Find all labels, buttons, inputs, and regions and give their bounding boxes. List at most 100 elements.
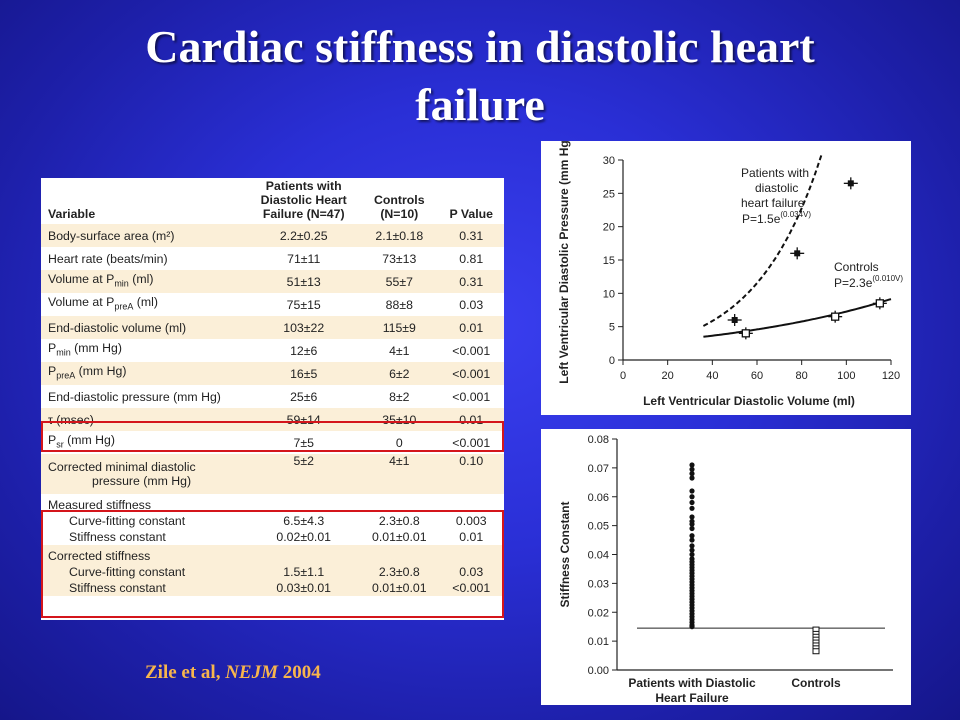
slide-title-line1: Cardiac stiffness in diastolic heart [145, 21, 815, 72]
table-cell-controls: 2.1±0.18 [360, 224, 439, 247]
data-point-patients [731, 317, 738, 323]
header-controls: Controls (N=10) [374, 193, 425, 221]
slide-title: Cardiac stiffness in diastolic heart fai… [0, 18, 960, 134]
data-point-controls [831, 312, 840, 321]
equation-exponent: (0.034V) [780, 210, 811, 219]
table-row: Curve-fitting constant 6.5±4.3 2.3±0.8 0.00… [41, 513, 504, 529]
variable-text: Volume at P [48, 295, 115, 310]
table-cell-controls: 4±1 [360, 454, 439, 494]
table-cell-patients: 59±14 [247, 408, 361, 431]
variable-text: Volume at P [48, 272, 115, 287]
equation-exponent: (0.010V) [872, 274, 903, 283]
data-point-controls [875, 299, 884, 308]
series-curve-1 [703, 298, 892, 338]
y-tick-label: 0 [609, 355, 615, 367]
table-cell-patients: 7±5 [293, 435, 314, 450]
equation-base: P=1.5e [742, 212, 781, 226]
annotation-patients-line: Patients with [741, 166, 809, 180]
variable-text: P [48, 341, 57, 356]
data-point-patients [689, 499, 695, 506]
table-cell-p-value: 0.31 [438, 224, 504, 247]
citation: Zile et al, NEJM 2004 [145, 662, 321, 684]
variable-unit: (ml) [128, 272, 154, 287]
variable-subscript: preA [114, 301, 134, 312]
table-cell-variable: End-diastolic volume (ml) [41, 316, 248, 339]
table-cell-variable: Curve-fitting constant [41, 564, 248, 580]
table-row: Pmin (mm Hg) 12±6 4±1 <0.001 [41, 339, 504, 362]
table-cell-controls: 0.01±0.01 [371, 530, 427, 544]
table-cell-variable: Stiffness constant [69, 530, 166, 544]
x-axis-label: Left Ventricular Diastolic Volume (ml) [643, 394, 855, 408]
table-cell-p-value: 0.01 [459, 530, 484, 544]
data-point-patients [689, 551, 695, 558]
table-cell-p-value: <0.001 [452, 343, 491, 358]
table-cell-patients: 2.2±0.25 [247, 224, 361, 247]
table-row: Corrected minimal diastolic pressure (mm … [41, 454, 504, 494]
variable-unit: (ml) [133, 295, 158, 310]
data-point-patients [689, 514, 695, 520]
table-cell-patients: 103±22 [247, 316, 361, 339]
table-cell-controls: 2.3±0.8 [360, 564, 439, 580]
table-row: End-diastolic pressure (mm Hg) 25±6 8±2 <0.… [41, 385, 504, 408]
variable-line2: pressure (mm Hg) [92, 474, 192, 488]
table-cell-p-value: 0.31 [438, 270, 504, 293]
y-axis-label: Stiffness Constant [558, 501, 572, 607]
y-tick-label: 10 [603, 288, 615, 300]
y-tick-label: 0.06 [588, 492, 609, 504]
table-cell-patients: 6.5±4.3 [283, 514, 325, 528]
y-tick-label: 0.04 [588, 550, 609, 562]
table-cell-p-value: <0.001 [452, 389, 491, 404]
y-tick-label: 0.03 [588, 578, 609, 590]
data-point-patients [847, 180, 854, 187]
table-cell-p-value: 0.01 [438, 316, 504, 339]
table-cell-p-value: 0.01 [438, 408, 504, 431]
table-row: Measured stiffness [41, 494, 504, 513]
y-axis-label-text: Left Ventricular Diastolic Pressure (mm … [557, 141, 571, 384]
table-cell-variable: Curve-fitting constant [69, 514, 186, 528]
variable-subscript: min [114, 278, 129, 289]
table-row: Psr (mm Hg) 7±5 0 <0.001 [41, 431, 504, 454]
table-body: Body-surface area (m²) 2.2±0.25 2.1±0.18 0.… [41, 224, 504, 596]
y-axis-label-group: Stiffness Constant [558, 501, 572, 607]
y-axis-label-group: Left Ventricular Diastolic Pressure (mm … [557, 136, 571, 384]
table-cell-variable: Volume at PpreA (ml) [41, 293, 247, 316]
table-header-row: Variable Patients with Diastolic Heart F… [41, 178, 504, 224]
data-point-patients [689, 521, 695, 527]
table-cell-patients: 5±2 [247, 454, 361, 494]
data-point-patients [689, 494, 695, 500]
data-point-patients [689, 543, 695, 549]
variable-unit: (mm Hg) [70, 341, 122, 356]
table-cell-controls: 115±9 [360, 316, 439, 339]
x-category-label: Patients with Diastolic [628, 676, 756, 690]
data-point-patients [689, 533, 695, 539]
highlight-box-tau [41, 421, 504, 452]
y-tick-label: 0.02 [588, 607, 609, 619]
table-group-label: Measured stiffness [48, 498, 151, 512]
highlight-box-stiffness [41, 510, 504, 618]
table-cell-p-value: <0.001 [438, 580, 504, 596]
y-tick-label: 0.07 [588, 463, 609, 475]
y-axis-label: Left Ventricular Diastolic Pressure (mm … [557, 141, 571, 384]
x-tick-label: 80 [796, 370, 808, 382]
table-row: Curve-fitting constant 1.5±1.1 2.3±0.8 0.03 [41, 564, 504, 580]
pressure-volume-chart: 0 20 40 60 80 100 120 0 5 10 15 20 25 30 Left Ventricu… [557, 136, 903, 408]
table-cell-p-value: <0.001 [452, 435, 491, 450]
x-tick-label: 0 [620, 370, 626, 382]
table-row: Volume at PpreA (ml) 75±15 88±8 0.03 [41, 293, 504, 316]
table-cell-variable: Psr (mm Hg) [41, 431, 247, 454]
table-row: PpreA (mm Hg) 16±5 6±2 <0.001 [41, 362, 504, 385]
table-cell-controls: 88±8 [385, 297, 413, 312]
table-group-label: Corrected stiffness [41, 545, 504, 564]
table-row: Volume at Pmin (ml) 51±13 55±7 0.31 [41, 270, 504, 293]
data-point-patients [689, 547, 695, 553]
data-point-patients [689, 505, 695, 511]
table-cell-variable: End-diastolic pressure (mm Hg) [48, 389, 221, 404]
citation-journal: NEJM [225, 662, 278, 683]
stiffness-chart-panel: 0.00 0.01 0.02 0.03 0.04 0.05 0.06 0.07 0.08 Stif… [541, 429, 911, 705]
table-cell-p-value: 0.03 [459, 297, 484, 312]
x-tick-label: 60 [751, 370, 763, 382]
table-cell-p-value: 0.10 [438, 454, 504, 494]
header-variable: Variable [48, 207, 96, 221]
x-tick-label: 120 [882, 370, 900, 382]
table-cell-patients: 16±5 [247, 362, 361, 385]
